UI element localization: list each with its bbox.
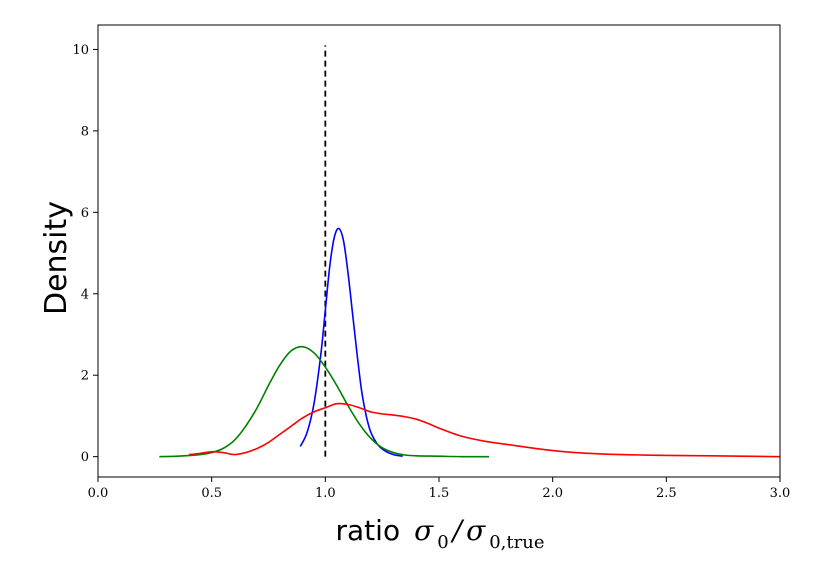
x-tick-label-5: 2.5	[656, 486, 677, 501]
x-tick-label-6: 3.0	[770, 486, 791, 501]
series-line-1	[159, 345, 490, 458]
ticks-layer: 0.0 0.5 1.0 1.5 2.0 2.5 3.0 0 2 4 6 8 10	[72, 43, 790, 501]
y-tick-label-3: 6	[81, 206, 89, 221]
y-tick-label-1: 2	[81, 369, 89, 384]
series-line-0	[299, 227, 403, 458]
x-axis-label-sigma: σ	[414, 514, 434, 547]
y-tick-label-2: 4	[81, 287, 89, 302]
x-axis-label-sub1: 0	[437, 532, 448, 553]
y-tick-label-4: 8	[81, 124, 89, 139]
x-tick-label-2: 1.0	[315, 486, 336, 501]
y-axis-label: Density	[39, 201, 74, 315]
x-axis-label: ratio σ 0 / σ 0,true	[336, 514, 545, 553]
x-axis-label-slash: /	[450, 514, 465, 547]
x-tick-label-3: 1.5	[429, 486, 450, 501]
series-layer	[159, 45, 781, 458]
x-axis-label-sigma2: σ	[466, 514, 486, 547]
x-axis-label-word: ratio	[336, 514, 401, 547]
y-tick-label-0: 0	[81, 450, 89, 465]
x-axis-label-sub2: 0,true	[489, 532, 544, 553]
y-tick-label-5: 10	[72, 43, 89, 58]
x-tick-label-4: 2.0	[542, 486, 563, 501]
plot-frame	[97, 24, 781, 478]
x-tick-label-1: 0.5	[201, 486, 222, 501]
series-line-2	[188, 402, 781, 458]
x-tick-label-0: 0.0	[88, 486, 109, 501]
